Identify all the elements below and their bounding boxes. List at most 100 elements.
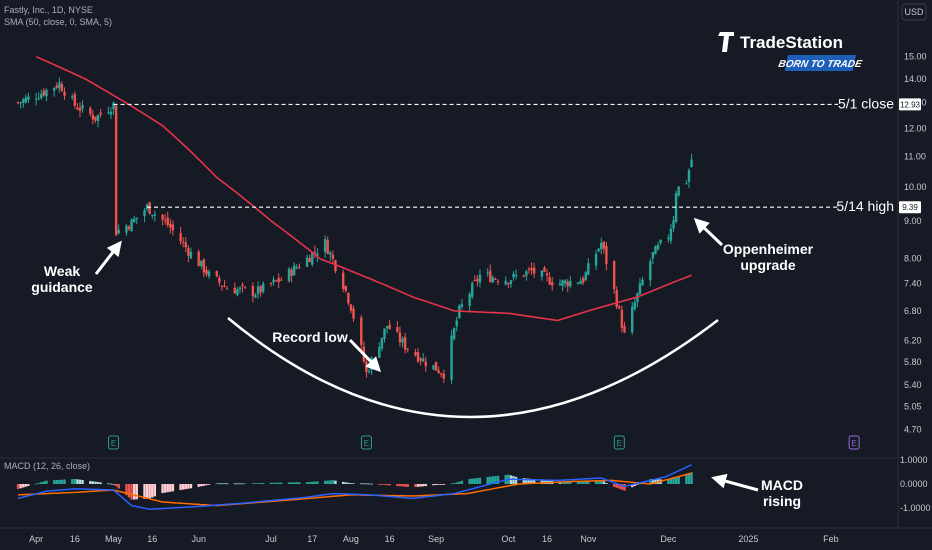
macd-histogram-bar [308, 481, 311, 484]
macd-histogram-bar [254, 483, 257, 484]
macd-histogram-bar [623, 484, 626, 491]
candle-body [491, 277, 495, 283]
candle-body [55, 85, 58, 88]
macd-histogram-bar [460, 480, 464, 484]
candle-body [225, 288, 229, 290]
macd-histogram-bar [360, 483, 363, 485]
record-low-arrow [348, 338, 382, 373]
earnings-marker-box[interactable] [848, 435, 860, 450]
reference-line-label: 5/14 high [836, 198, 894, 214]
candle-body [238, 287, 242, 290]
candle-body [687, 170, 691, 182]
earnings-marker-box[interactable] [108, 435, 120, 450]
candle-body [620, 309, 624, 328]
candle-body [584, 272, 587, 281]
candle-body [171, 224, 175, 231]
macd-histogram-bar [649, 478, 652, 484]
candle-body [367, 371, 371, 373]
rounding-bottom-arc [227, 317, 719, 419]
candle-body [623, 326, 626, 333]
macd-histogram-bar [594, 480, 598, 484]
time-tick-label: Jul [265, 534, 277, 544]
candle-body [576, 282, 580, 284]
macd-histogram-bar [16, 484, 20, 490]
earnings-marker-box[interactable] [360, 435, 372, 450]
candle-body [494, 279, 497, 281]
macd-histogram-bar [277, 482, 280, 484]
macd-histogram-bar [220, 483, 224, 485]
candle-body [308, 257, 311, 263]
macd-histogram-bar [514, 476, 518, 484]
macd-histogram-bar [73, 478, 77, 484]
earnings-marker-label[interactable]: E [111, 439, 116, 448]
macd-histogram-bar [434, 484, 438, 486]
macd-histogram-bar [274, 482, 278, 484]
time-tick-label: Apr [29, 534, 43, 544]
macd-histogram-bar [316, 481, 319, 484]
candle-body [677, 186, 680, 196]
currency-box[interactable] [901, 3, 927, 21]
macd-histogram-bar [421, 484, 425, 487]
candle-body [434, 361, 438, 371]
macd-histogram-bar [367, 483, 371, 485]
candle-body [486, 272, 489, 274]
earnings-marker-label[interactable]: E [364, 439, 369, 448]
candle-body [672, 220, 675, 229]
macd-histogram-bar [362, 483, 366, 485]
macd-histogram-bar [241, 483, 244, 485]
candle-body [96, 114, 100, 121]
candle-body [532, 267, 536, 274]
currency-label[interactable]: USD [904, 7, 924, 17]
macd-histogram-bar [633, 484, 636, 487]
macd-histogram-bar [89, 480, 92, 484]
annotation-weak-guidance-line2: guidance [31, 279, 93, 295]
candle-body [432, 365, 435, 370]
time-tick-label: 16 [385, 534, 395, 544]
candle-body [396, 327, 399, 332]
macd-histogram-bar [380, 484, 384, 485]
weak-guidance-arrow [94, 240, 122, 275]
macd-histogram-bar [22, 484, 25, 488]
macd-histogram-bar [563, 481, 567, 484]
candle-body [530, 267, 533, 271]
brand-tagline-badge: BORN TO TRADE [777, 55, 863, 71]
macd-histogram-bar [685, 473, 688, 484]
candle-body [42, 90, 46, 96]
candle-body [16, 102, 20, 104]
earnings-marker-label[interactable]: E [617, 439, 622, 448]
earnings-marker-box[interactable] [613, 435, 625, 450]
candle-body [656, 244, 660, 250]
macd-histogram-bar [401, 484, 404, 487]
candle-body [125, 225, 128, 233]
candle-body [563, 280, 567, 284]
macd-histogram-bar [512, 476, 515, 484]
candle-body [581, 278, 585, 283]
candle-body [151, 214, 154, 216]
candle-body [290, 269, 293, 277]
candle-body [298, 267, 301, 269]
macd-histogram-bar [99, 482, 102, 484]
macd-histogram-bar [171, 484, 175, 492]
time-axis-ticks: Apr 16 May 16 Jun Jul 17 Aug 16 Sep Oct 16 Nov Dec 202… [29, 534, 839, 544]
macd-histogram-bar [365, 483, 368, 485]
macd-histogram-bar [690, 472, 693, 484]
candle-body [277, 278, 280, 283]
candle-body [189, 251, 193, 259]
macd-histogram-bar [109, 483, 113, 485]
candle-body [127, 226, 131, 230]
macd-histogram-bar [179, 484, 182, 491]
candle-body [148, 202, 151, 215]
price-axis-bg [898, 0, 932, 550]
candle-body [254, 295, 257, 298]
macd-histogram-bar [37, 482, 40, 484]
candle-body [34, 98, 38, 100]
macd-histogram-bar [182, 484, 185, 490]
macd-histogram-bar [130, 484, 133, 500]
candle-body [329, 252, 332, 255]
candle-body [615, 290, 618, 307]
earnings-marker-label[interactable]: E [851, 439, 856, 448]
candle-body [243, 286, 247, 288]
brand-logo: TradeStation BORN TO TRADE [718, 32, 863, 71]
